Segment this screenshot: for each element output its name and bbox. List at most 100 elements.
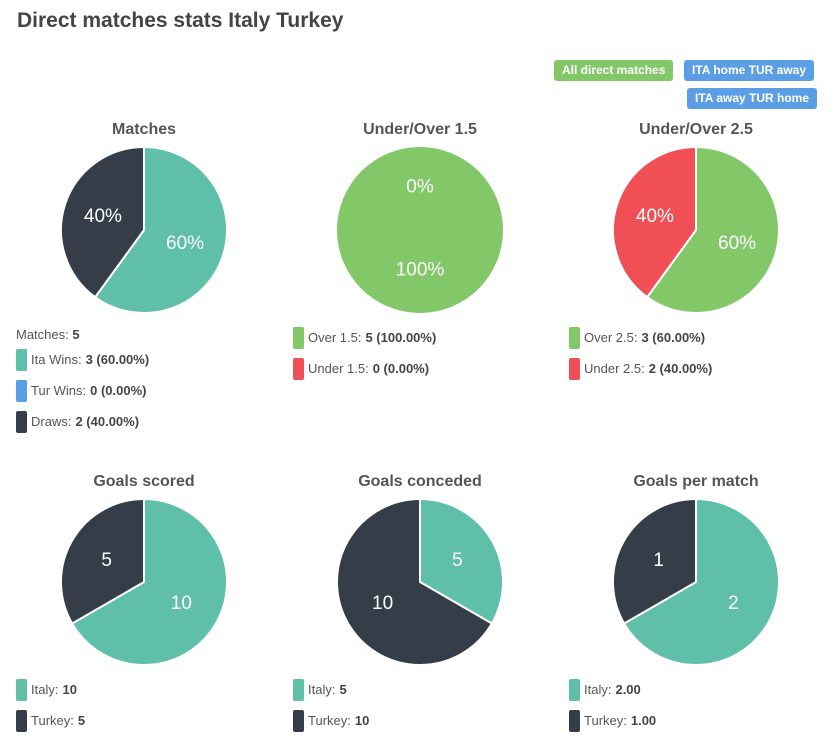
under-over-25-pie-chart: 60% 40% xyxy=(557,145,835,315)
legend-swatch xyxy=(16,348,27,371)
legend-label: Turkey: xyxy=(308,713,351,728)
under-over-25-chart-title: Under/Over 2.5 xyxy=(639,121,753,138)
legend-label: Over 2.5: xyxy=(584,330,638,345)
goals-per-match-slice-0[interactable] xyxy=(623,498,780,666)
goals-scored-pie-svg: 10 5 xyxy=(60,498,228,666)
goals-scored-slice-1[interactable] xyxy=(60,498,145,625)
legend-swatch xyxy=(293,326,304,349)
legend-label: Italy: xyxy=(584,682,612,697)
legend-value: 5 xyxy=(339,682,347,697)
goals-scored-pie-chart: 10 5 xyxy=(5,497,283,667)
goals-conceded-slice-0[interactable] xyxy=(419,498,504,625)
all-direct-matches-button[interactable]: All direct matches xyxy=(554,60,674,81)
under-over-25-legend: Over 2.5: 3 (60.00%) Under 2.5: 2 (40.00%) xyxy=(569,322,712,384)
legend-value: 0 (0.00%) xyxy=(90,383,147,398)
under-over-15-slice-1[interactable] xyxy=(337,147,503,313)
goals-per-match-chart-title: Goals per match xyxy=(633,473,759,490)
legend-label: Tur Wins: xyxy=(31,383,87,398)
matches-legend-item-2: Draws: 2 (40.00%) xyxy=(16,406,149,437)
ita-away-tur-home-button[interactable]: ITA away TUR home xyxy=(687,88,818,109)
matches-legend: Matches: 5 Ita Wins: 3 (60.00%) Tur Wins: 0 … xyxy=(16,326,149,437)
legend-swatch xyxy=(569,357,580,380)
legend-swatch xyxy=(293,357,304,380)
ita-home-tur-away-button[interactable]: ITA home TUR away xyxy=(684,60,815,81)
goals-scored-legend-item-0: Italy: 10 xyxy=(16,674,85,705)
legend-swatch xyxy=(569,678,580,701)
legend-value: 2 (40.00%) xyxy=(648,361,713,376)
legend-swatch xyxy=(569,709,580,732)
under-over-25-slice-1[interactable] xyxy=(612,146,697,299)
under-over-25-pie-svg: 60% 40% xyxy=(612,146,780,314)
goals-per-match-slice-1[interactable] xyxy=(612,498,697,625)
goals-scored-legend-item-1: Turkey: 5 xyxy=(16,705,85,736)
under-over-15-legend-item-1: Under 1.5: 0 (0.00%) xyxy=(293,353,436,384)
legend-value: 2.00 xyxy=(615,682,641,697)
legend-label: Italy: xyxy=(31,682,59,697)
goals-conceded-slice-1[interactable] xyxy=(336,498,493,666)
legend-swatch xyxy=(16,379,27,402)
legend-value: 5 (100.00%) xyxy=(365,330,437,345)
legend-value: 3 (60.00%) xyxy=(85,352,150,367)
legend-value: 2 (40.00%) xyxy=(75,414,140,429)
goals-scored-legend: Italy: 10 Turkey: 5 xyxy=(16,674,85,736)
goals-conceded-legend-item-0: Italy: 5 xyxy=(293,674,369,705)
under-over-25-data-label-0: 60% xyxy=(718,233,756,254)
goals-scored-slice-0[interactable] xyxy=(71,498,228,666)
legend-value: 10 xyxy=(354,713,370,728)
under-over-15-pie-chart: 0% 100% xyxy=(281,145,559,315)
under-over-25-legend-item-0: Over 2.5: 3 (60.00%) xyxy=(569,322,712,353)
legend-swatch xyxy=(16,678,27,701)
under-over-15-data-label-1: 100% xyxy=(396,260,445,281)
under-over-25-slice-0[interactable] xyxy=(646,146,780,314)
legend-label: Over 1.5: xyxy=(308,330,362,345)
page-title: Direct matches stats Italy Turkey xyxy=(17,9,344,32)
goals-per-match-legend: Italy: 2.00 Turkey: 1.00 xyxy=(569,674,656,736)
matches-chart-title: Matches xyxy=(111,121,177,138)
matches-data-label-2: 40% xyxy=(84,206,122,227)
goals-per-match-data-label-1: 1 xyxy=(653,550,664,571)
legend-label: Ita Wins: xyxy=(31,352,82,367)
matches-slice-0[interactable] xyxy=(94,146,228,314)
legend-label: Turkey: xyxy=(584,713,627,728)
goals-scored-data-label-1: 5 xyxy=(101,550,112,571)
under-over-15-chart-title: Under/Over 1.5 xyxy=(363,121,477,138)
goals-conceded-pie-chart: 5 10 xyxy=(281,497,559,667)
matches-pie-chart: 60% 40% xyxy=(5,145,283,315)
goals-per-match-pie-svg: 21 xyxy=(612,498,780,666)
legend-swatch xyxy=(293,709,304,732)
goals-scored-data-label-0: 10 xyxy=(171,593,192,614)
legend-label: Under 1.5: xyxy=(308,361,369,376)
legend-value: 1.00 xyxy=(630,713,657,728)
legend-swatch xyxy=(16,709,27,732)
under-over-25-data-label-1: 40% xyxy=(636,206,674,227)
goals-conceded-pie-svg: 5 10 xyxy=(336,498,504,666)
legend-swatch xyxy=(569,326,580,349)
goals-per-match-legend-item-0: Italy: 2.00 xyxy=(569,674,656,705)
legend-label: Italy: xyxy=(308,682,336,697)
legend-value: 3 (60.00%) xyxy=(641,330,706,345)
legend-swatch xyxy=(293,678,304,701)
legend-total-value: 5 xyxy=(68,327,80,342)
goals-conceded-chart-title: Goals conceded xyxy=(358,473,482,490)
legend-value: 10 xyxy=(62,682,77,697)
matches-slice-2[interactable] xyxy=(60,146,145,299)
matches-pie-svg: 60% 40% xyxy=(60,146,228,314)
under-over-25-legend-item-1: Under 2.5: 2 (40.00%) xyxy=(569,353,712,384)
matches-legend-total: Matches: 5 xyxy=(16,326,149,344)
matches-legend-item-1: Tur Wins: 0 (0.00%) xyxy=(16,375,149,406)
goals-conceded-data-label-0: 5 xyxy=(452,550,463,571)
under-over-15-legend: Over 1.5: 5 (100.00%) Under 1.5: 0 (0.00%) xyxy=(293,322,436,384)
goals-conceded-legend: Italy: 5 Turkey: 10 xyxy=(293,674,369,736)
under-over-15-data-label-0: 0% xyxy=(406,176,434,197)
matches-data-label-0: 60% xyxy=(166,233,204,254)
under-over-15-legend-item-0: Over 1.5: 5 (100.00%) xyxy=(293,322,436,353)
goals-scored-chart-title: Goals scored xyxy=(93,473,195,490)
goals-conceded-data-label-1: 10 xyxy=(372,593,393,614)
legend-swatch xyxy=(16,410,27,433)
under-over-15-pie-svg: 0% 100% xyxy=(337,147,503,313)
legend-value: 0 (0.00%) xyxy=(372,361,430,376)
legend-label: Turkey: xyxy=(31,713,74,728)
goals-per-match-data-label-0: 2 xyxy=(728,593,739,614)
goals-per-match-legend-item-1: Turkey: 1.00 xyxy=(569,705,656,736)
